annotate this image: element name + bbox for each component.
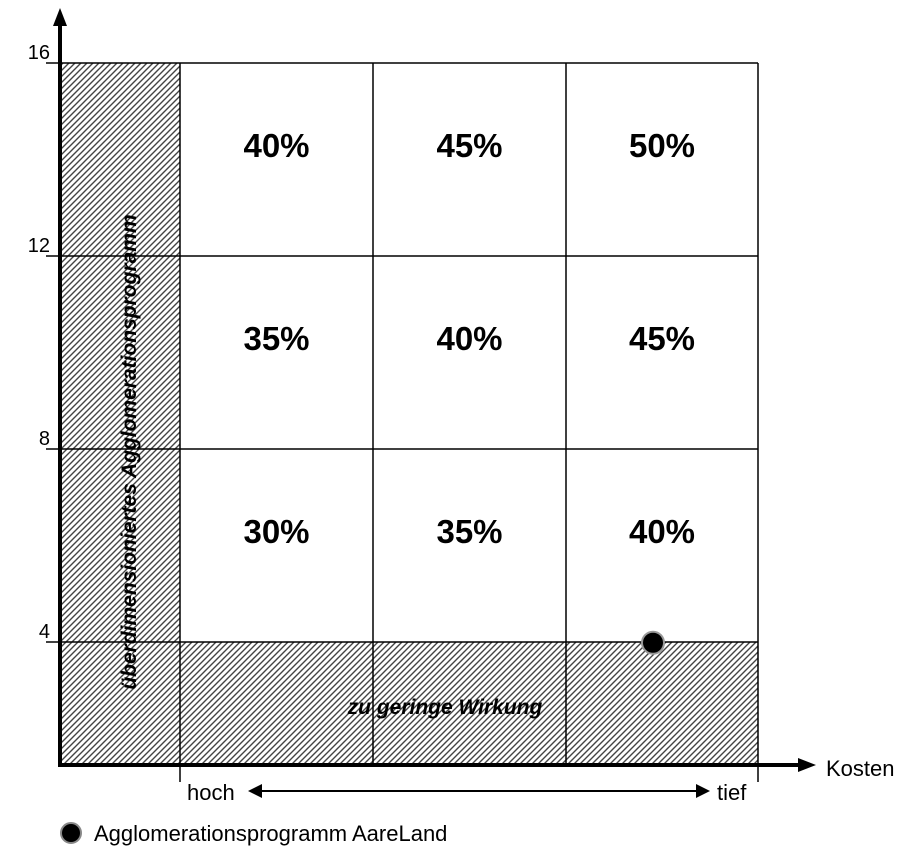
y-tick-label: 4 [39,621,50,643]
x-axis-label: Kosten [826,756,895,781]
matrix-cell-value: 50% [629,127,695,164]
oversized-zone [60,63,180,763]
cost-low-label: tief [717,780,747,805]
oversized-zone-label: überdimensioniertes Agglomerationsprogra… [118,214,141,689]
matrix-cell-value: 35% [243,320,309,357]
low-effect-zone-label: zu geringe Wirkung [347,696,543,719]
matrix-cell-value: 40% [629,513,695,550]
low-effect-zone [180,642,758,763]
y-tick-label: 16 [28,42,50,64]
x-axis-arrowhead [798,758,816,772]
cost-arrow-right-head [696,784,710,798]
matrix-cell-value: 45% [436,127,502,164]
legend-label: Agglomerationsprogramm AareLand [94,821,447,846]
matrix-cell-value: 35% [436,513,502,550]
matrix-cell-value: 30% [243,513,309,550]
y-axis-arrowhead [53,8,67,26]
matrix-cell-value: 45% [629,320,695,357]
matrix-cell-value: 40% [436,320,502,357]
cost-high-label: hoch [187,780,235,805]
legend-dot-icon [60,822,82,844]
matrix-cell-value: 40% [243,127,309,164]
aareland-data-point [641,630,665,655]
cost-arrow-left-head [248,784,262,798]
y-tick-label: 12 [28,235,50,257]
y-tick-label: 8 [39,428,50,450]
